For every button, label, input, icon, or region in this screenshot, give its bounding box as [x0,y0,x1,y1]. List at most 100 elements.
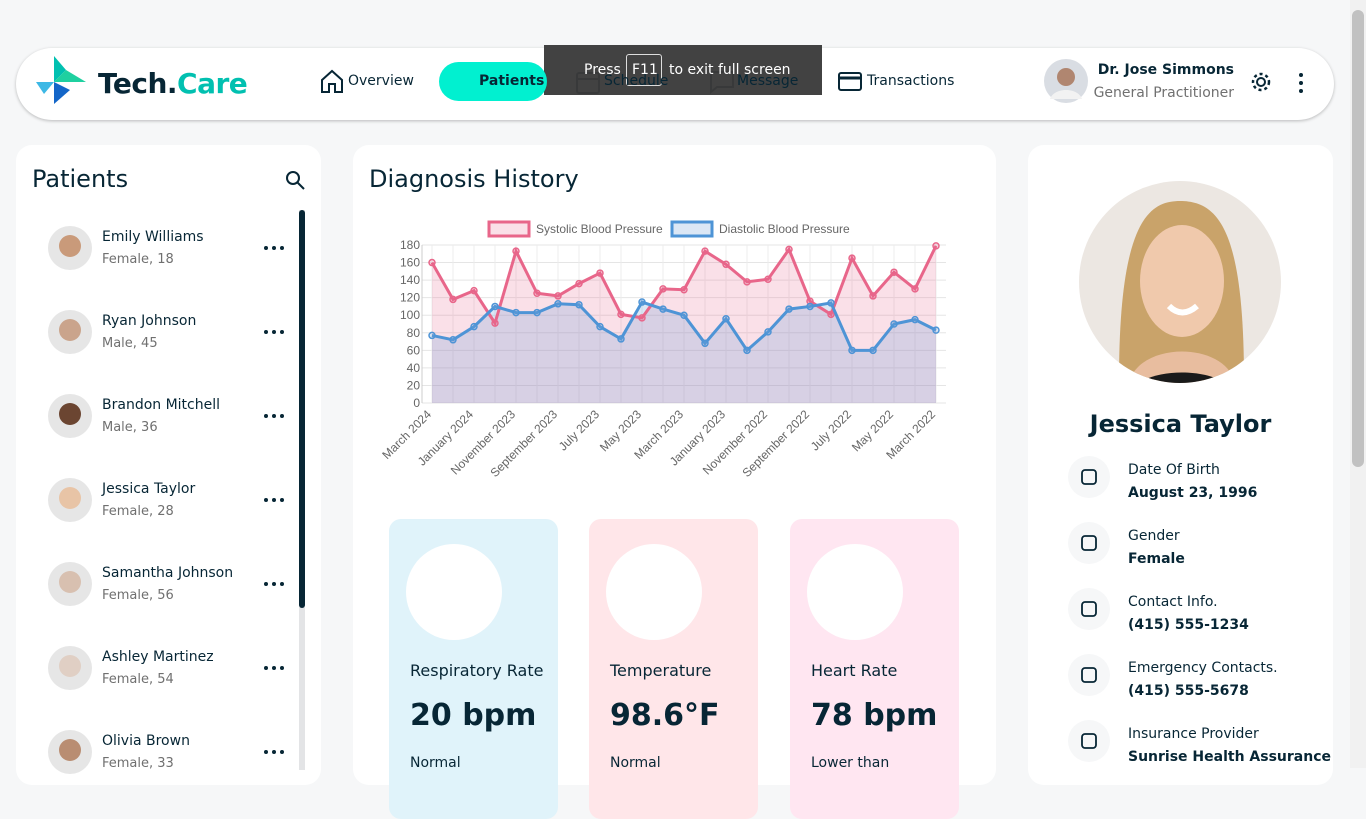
patient-name[interactable]: Jessica Taylor [102,481,196,497]
patient-details: Female, 28 [102,504,174,519]
avatar-face [59,403,81,425]
glyph [1081,469,1097,485]
field-label: Emergency Contacts. [1128,660,1278,676]
more-icon[interactable] [263,497,285,503]
field-value: Sunrise Health Assurance [1128,749,1331,765]
patient-avatar [48,310,92,354]
field-glyph [1081,667,1097,683]
data-point [638,298,646,306]
legend-swatch [487,220,531,238]
nav-item[interactable]: Schedule [604,73,669,89]
dot [272,498,276,502]
more-icon[interactable] [263,329,285,335]
data-point [449,295,457,304]
dot [272,246,276,250]
notice-text: to exit full screen [669,62,791,78]
nav-active-pill[interactable] [439,62,547,101]
data-point [827,310,835,319]
data-point [659,305,667,313]
page-scroll-thumb[interactable] [1352,10,1364,467]
nav-item[interactable]: Message [737,73,799,89]
brand: Tech.Care [98,70,248,98]
more-icon[interactable] [263,413,285,419]
data-point [470,286,478,295]
series-area [432,302,936,403]
patient-name[interactable]: Samantha Johnson [102,565,234,581]
patient-avatar [48,478,92,522]
data-point [722,260,730,269]
patient-name[interactable]: Emily Williams [102,229,204,245]
data-point [491,302,499,311]
data-point [575,300,583,309]
glyph [1081,535,1097,551]
dot [264,582,268,586]
field-icon [1068,456,1110,498]
data-point [785,245,793,254]
patient-name[interactable]: Olivia Brown [102,733,190,749]
legend-label: Diastolic Blood Pressure [719,222,850,236]
data-point [596,322,604,331]
y-tick-label: 160 [400,256,420,270]
dot [280,330,284,334]
field-glyph [1081,733,1097,749]
scroll-thumb[interactable] [299,210,305,608]
doctor-avatar [1044,59,1088,103]
y-tick-label: 20 [407,378,421,392]
vital-value: 20 bpm [410,698,537,733]
more-icon[interactable] [263,665,285,671]
data-point [428,331,436,340]
settings-icon[interactable] [1250,71,1272,93]
data-point [470,322,478,331]
data-point [743,346,751,355]
patient-details: Female, 54 [102,672,174,687]
dot [264,750,268,754]
y-tick-label: 80 [407,326,421,340]
vital-status: Normal [410,755,461,771]
field-value: August 23, 1996 [1128,485,1258,501]
data-point [533,308,541,317]
search-icon[interactable] [285,170,307,192]
data-point [701,247,709,255]
data-point [533,289,541,298]
more-icon[interactable] [263,749,285,755]
data-point [764,275,772,283]
avatar-face [59,235,81,257]
more-icon[interactable] [263,245,285,251]
dot [280,246,284,250]
legend-label: Systolic Blood Pressure [536,222,663,236]
field-icon [1068,522,1110,564]
y-tick-label: 40 [407,361,421,375]
series-line [431,300,937,353]
patient-name[interactable]: Ashley Martinez [102,649,214,665]
patient-name[interactable]: Brandon Mitchell [102,397,221,413]
notice-text: Press [584,62,621,78]
nav-item[interactable]: Overview [348,73,414,89]
data-point [743,278,751,286]
dot [264,498,268,502]
more-icon[interactable] [263,581,285,587]
patient-avatar [48,562,92,606]
avatar-face [59,571,81,593]
vital-value: 78 bpm [811,698,938,733]
data-point [848,346,856,355]
patient-name[interactable]: Ryan Johnson [102,313,197,329]
dot [272,330,276,334]
data-point [596,269,604,277]
patient-details: Female, 18 [102,252,174,267]
nav-item[interactable]: Patients [479,73,545,89]
nav-item[interactable]: Transactions [867,73,955,89]
dot [264,330,268,334]
more-icon[interactable] [1297,72,1305,94]
series-area [432,245,936,403]
data-point [911,315,919,324]
vital-label: Heart Rate [811,661,898,680]
page: Tech.Care Press F11 to exit full screen … [32,10,1364,819]
avatar-face [59,319,81,341]
data-point [701,339,709,348]
data-point [491,319,499,327]
data-point [659,285,667,293]
notice-key-text: F11 [632,62,658,78]
data-point [512,308,520,317]
avatar-face [59,487,81,509]
